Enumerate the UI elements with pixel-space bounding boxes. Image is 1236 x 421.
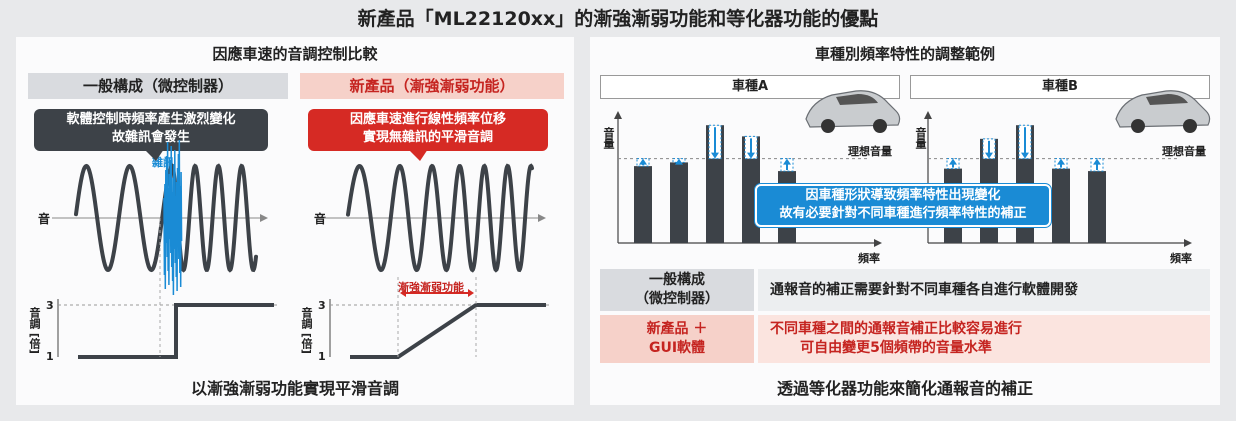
car-a-y-arrow [614,111,622,119]
car-b-header: 車種B [910,75,1210,99]
general-config-header: 一般構成（微控制器） [28,73,288,99]
noise-burst [163,139,183,296]
car-a-x-arrow [874,239,882,247]
car-b-y-arrow [924,111,932,119]
car-a-down-head-4 [747,152,755,159]
table-row-general-desc: 通報音的補正需要針對不同車種各自進行軟體開發 [758,269,1210,311]
ramp-label: 漸強漸弱功能 [398,281,464,294]
ramp-arrow-right [468,289,474,297]
car-a-y-label: 音量 [602,127,615,149]
general-pitch-axis-label: 音調 [倍] [28,307,41,354]
car-b-car-wheel-front [1131,119,1145,133]
car-a-ideal-label: 理想音量 [848,145,892,158]
new-tick-3: 3 [318,299,326,312]
new-product-header: 新產品（漸強漸弱功能） [300,73,564,99]
car-a-up-head-5 [783,158,791,165]
car-b-bar-4 [1052,168,1070,243]
eq-callout-line1: 因車種形狀導致頻率特性出現變化 [805,188,1001,203]
main-title: 新產品「ML22120xx」的漸強漸弱功能和等化器功能的優點 [357,8,879,30]
car-a-bar-2 [670,162,688,243]
left-conclusion: 以漸強漸弱功能實現平滑音調 [190,379,399,398]
car-b-bar-5 [1088,171,1106,243]
new-pitch-axis-label: 音調 [倍] [300,307,313,354]
general-tick-3: 3 [46,299,54,312]
new-wave-label: 音 [314,212,327,226]
table-row-new: 新產品 ＋ GUI軟體 不同車種之間的通報音補正比較容易進行 可自由變更5個頻帶的音… [600,315,1210,363]
car-a-up-head-1 [639,158,647,165]
right-conclusion: 透過等化器功能來簡化通報音的補正 [776,379,1033,398]
table-row-general-label: 一般構成 （微控制器） [600,269,754,311]
eq-example-panel: 車種別頻率特性的調整範例 車種A 車種B 音量 音量 理想音量 理想音量 頻率 … [590,37,1220,405]
eq-callout: 因車種形狀導致頻率特性出現變化 故有必要針對不同車種進行頻率特性的補正 [755,184,1051,227]
car-b-up-head-5 [1093,158,1101,165]
ramp-arrow-left [400,289,406,297]
new-callout-line1: 因應車速進行線性頻率位移 [349,112,506,127]
car-a-down-head-3 [711,152,719,159]
general-callout: 軟體控制時頻率產生激烈變化 故雜訊會發生 [34,109,268,151]
general-wave-label: 音 [38,212,51,226]
pitch-comparison-heading: 因應車速的音調控制比較 [212,45,378,63]
car-a-header: 車種A [600,75,900,99]
eq-callout-line2: 故有必要針對不同車種進行頻率特性的補正 [779,206,1027,221]
car-a-car-window [836,94,878,105]
table-row-general: 一般構成 （微控制器） 通報音的補正需要針對不同車種各自進行軟體開發 [600,269,1210,311]
general-pitch-line [78,303,274,359]
table-row-new-desc: 不同車種之間的通報音補正比較容易進行 可自由變更5個頻帶的音量水準 [758,315,1210,363]
general-callout-pointer [144,149,164,161]
new-callout-pointer [408,149,428,161]
car-b-up-head-4 [1057,158,1065,165]
new-pitch-line [350,303,546,359]
car-b-up-head-1 [949,158,957,165]
waveform-graphics [52,139,550,359]
car-b-car-window [1146,94,1188,105]
car-a-x-label: 頻率 [858,252,880,265]
new-wave-axis-arrow [538,214,546,222]
car-b-car-wheel-rear [1183,119,1197,133]
car-a-car-body [805,90,901,128]
new-callout: 因應車速進行線性頻率位移 實現無雜訊的平滑音調 [308,109,548,151]
car-b-car-body [1115,90,1211,128]
new-callout-line2: 實現無雜訊的平滑音調 [362,130,493,145]
general-callout-line2: 故雜訊會發生 [111,130,190,145]
car-b-y-label: 音量 [914,127,927,149]
car-b-down-head-2 [985,152,993,159]
pitch-comparison-panel: 因應車速的音調控制比較 一般構成（微控制器） 新產品（漸強漸弱功能） 軟體控制時… [16,37,574,405]
car-b-down-head-3 [1021,152,1029,159]
car-a-car-wheel-rear [873,119,887,133]
car-b-x-arrow [1184,239,1192,247]
car-b-ideal-label: 理想音量 [1162,145,1206,158]
new-tick-1: 1 [318,350,326,363]
eq-example-heading: 車種別頻率特性的調整範例 [814,45,995,63]
car-a-bar-1 [634,166,652,243]
general-tick-1: 1 [46,350,54,363]
general-callout-line1: 軟體控制時頻率產生激烈變化 [66,112,236,127]
car-a-car-wheel-front [821,119,835,133]
car-b-x-label: 頻率 [1170,252,1192,265]
eq-chart-graphics [614,90,1211,247]
general-wave-axis-arrow [260,214,268,222]
car-a-up-head-2 [675,158,683,165]
new-waveform [346,163,534,273]
noise-label: 雜訊 [152,156,174,169]
table-row-new-label: 新產品 ＋ GUI軟體 [600,315,754,363]
